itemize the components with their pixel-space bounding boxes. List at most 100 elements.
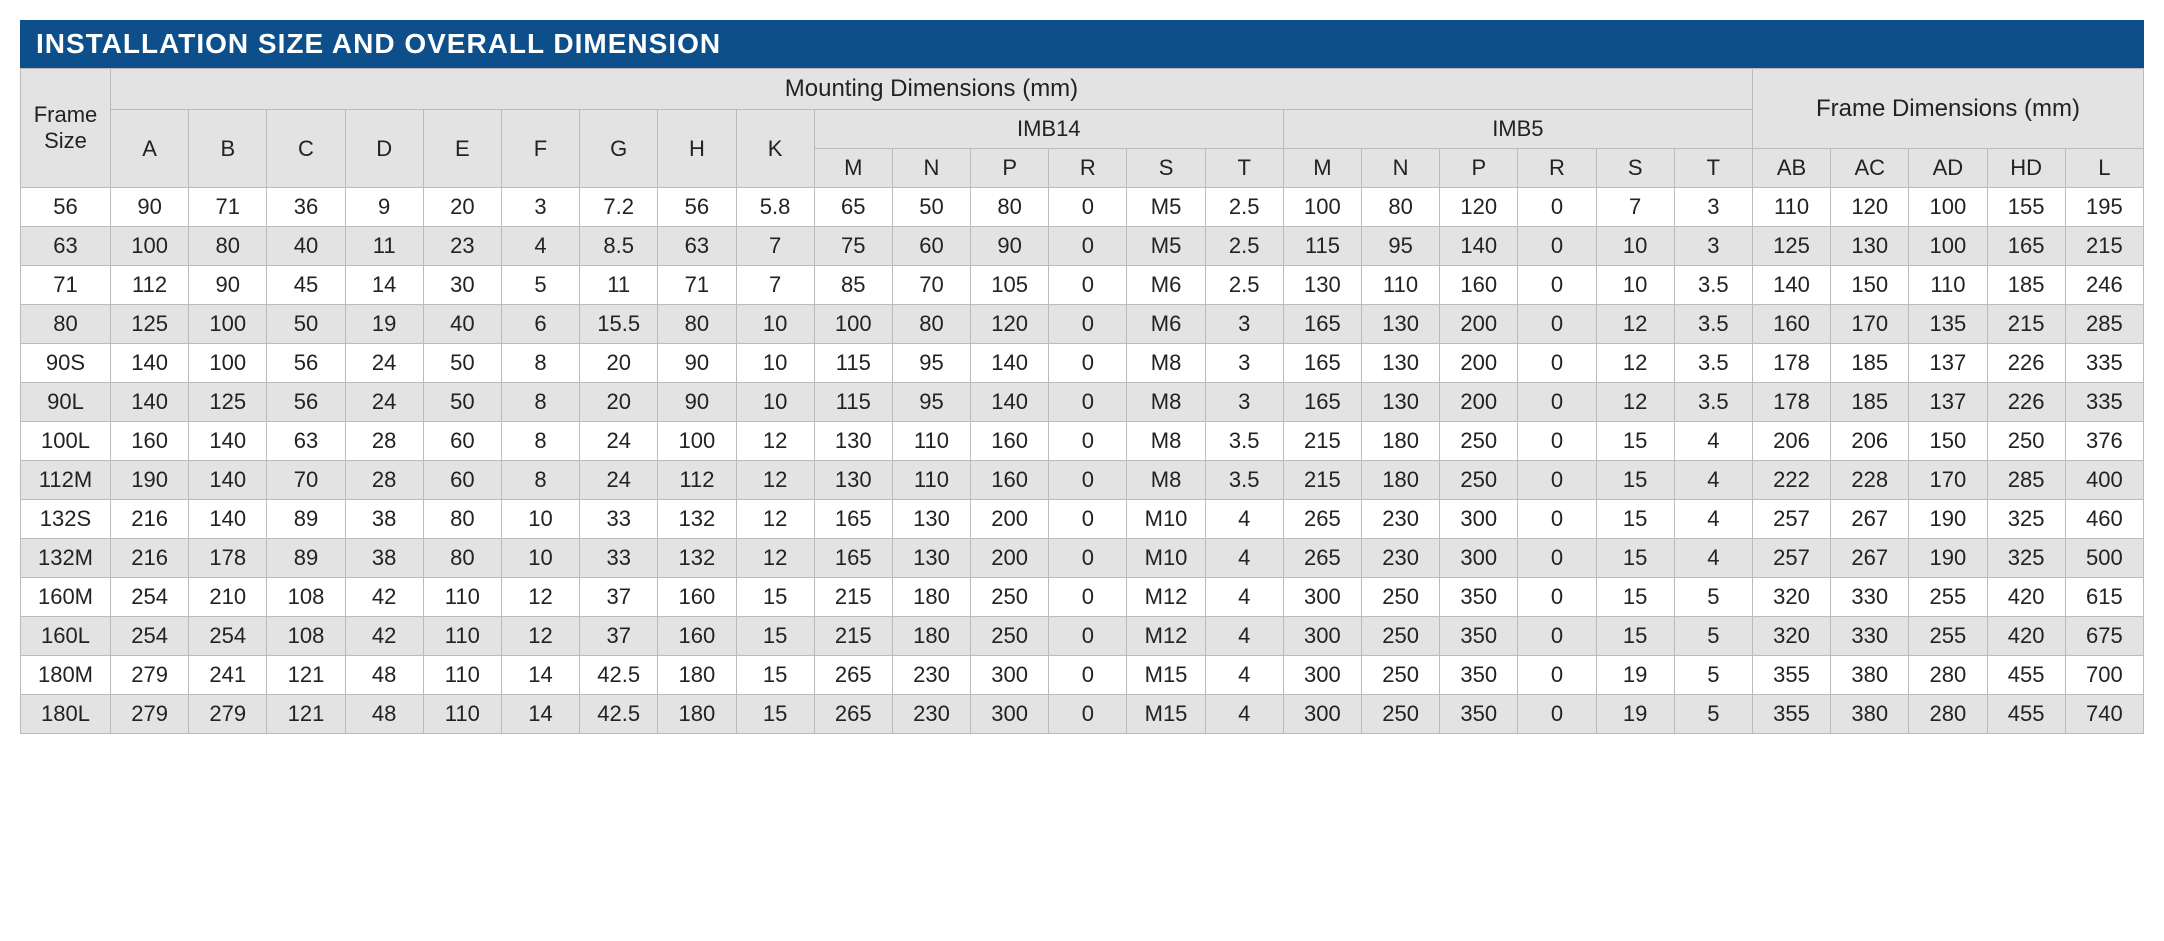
data-cell: 376	[2065, 422, 2143, 461]
table-row: 5690713692037.2565.86550800M52.510080120…	[21, 188, 2144, 227]
data-cell: 335	[2065, 344, 2143, 383]
dimension-table: Frame Size Mounting Dimensions (mm) Fram…	[20, 68, 2144, 734]
data-cell: 460	[2065, 500, 2143, 539]
data-cell: 2.5	[1205, 227, 1283, 266]
data-cell: 285	[2065, 305, 2143, 344]
data-cell: 185	[1987, 266, 2065, 305]
data-cell: 178	[1752, 383, 1830, 422]
data-cell: 241	[189, 656, 267, 695]
data-cell: 257	[1752, 500, 1830, 539]
data-cell: 250	[971, 578, 1049, 617]
data-cell: 108	[267, 578, 345, 617]
data-cell: 8	[501, 422, 579, 461]
data-cell: 112	[111, 266, 189, 305]
data-cell: 254	[111, 578, 189, 617]
data-cell: 180	[1362, 422, 1440, 461]
data-cell: 15.5	[580, 305, 658, 344]
data-cell: 165	[1283, 383, 1361, 422]
data-cell: 255	[1909, 578, 1987, 617]
data-cell: 137	[1909, 344, 1987, 383]
data-cell: 15	[1596, 500, 1674, 539]
data-cell: 2.5	[1205, 266, 1283, 305]
data-cell: M5	[1127, 188, 1205, 227]
data-cell: 110	[892, 422, 970, 461]
data-cell: 12	[501, 578, 579, 617]
data-cell: 0	[1049, 656, 1127, 695]
data-cell: 180	[892, 578, 970, 617]
data-cell: 130	[1831, 227, 1909, 266]
data-cell: 180	[892, 617, 970, 656]
data-cell: 8	[501, 344, 579, 383]
data-cell: 56	[658, 188, 736, 227]
data-cell: 3.5	[1674, 305, 1752, 344]
data-cell: 4	[1205, 578, 1283, 617]
data-cell: 50	[423, 383, 501, 422]
data-cell: 279	[111, 656, 189, 695]
data-cell: 140	[189, 500, 267, 539]
data-cell: 33	[580, 500, 658, 539]
data-cell: 75	[814, 227, 892, 266]
data-cell: 120	[971, 305, 1049, 344]
data-cell: 160	[1440, 266, 1518, 305]
data-cell: 140	[1752, 266, 1830, 305]
data-cell: 0	[1518, 461, 1596, 500]
data-cell: 89	[267, 539, 345, 578]
frame-size-cell: 160L	[21, 617, 111, 656]
data-cell: 100	[1283, 188, 1361, 227]
data-cell: 330	[1831, 578, 1909, 617]
dimension-table-wrapper: INSTALLATION SIZE AND OVERALL DIMENSION …	[20, 20, 2144, 734]
data-cell: 0	[1049, 695, 1127, 734]
data-cell: 216	[111, 500, 189, 539]
data-cell: 150	[1909, 422, 1987, 461]
data-cell: 10	[736, 344, 814, 383]
data-cell: 0	[1049, 188, 1127, 227]
header-mounting: Mounting Dimensions (mm)	[111, 69, 1753, 110]
data-cell: 230	[892, 695, 970, 734]
data-cell: 246	[2065, 266, 2143, 305]
data-cell: 8	[501, 461, 579, 500]
col-imb14-R: R	[1049, 149, 1127, 188]
data-cell: 228	[1831, 461, 1909, 500]
col-G: G	[580, 110, 658, 188]
data-cell: 2.5	[1205, 188, 1283, 227]
data-cell: 8	[501, 383, 579, 422]
data-cell: 100	[111, 227, 189, 266]
col-HD: HD	[1987, 149, 2065, 188]
data-cell: 0	[1518, 383, 1596, 422]
data-cell: 250	[971, 617, 1049, 656]
col-imb5-R: R	[1518, 149, 1596, 188]
data-cell: 285	[1987, 461, 2065, 500]
data-cell: 0	[1049, 305, 1127, 344]
data-cell: 130	[814, 422, 892, 461]
data-cell: 130	[892, 539, 970, 578]
col-imb14-P: P	[971, 149, 1049, 188]
data-cell: 115	[814, 344, 892, 383]
data-cell: 206	[1752, 422, 1830, 461]
data-cell: 165	[1283, 305, 1361, 344]
table-row: 631008040112348.56377560900M52.511595140…	[21, 227, 2144, 266]
data-cell: 178	[1752, 344, 1830, 383]
data-cell: 112	[658, 461, 736, 500]
data-cell: 160	[111, 422, 189, 461]
data-cell: 226	[1987, 344, 2065, 383]
data-cell: 165	[814, 500, 892, 539]
data-cell: 65	[814, 188, 892, 227]
data-cell: 250	[1362, 656, 1440, 695]
col-H: H	[658, 110, 736, 188]
data-cell: 265	[814, 656, 892, 695]
data-cell: 267	[1831, 500, 1909, 539]
data-cell: 4	[1674, 539, 1752, 578]
data-cell: 222	[1752, 461, 1830, 500]
data-cell: 110	[423, 695, 501, 734]
data-cell: 100	[1909, 227, 1987, 266]
data-cell: 4	[501, 227, 579, 266]
data-cell: 0	[1049, 578, 1127, 617]
data-cell: 100	[658, 422, 736, 461]
data-cell: 165	[1987, 227, 2065, 266]
data-cell: 24	[580, 461, 658, 500]
frame-size-cell: 132S	[21, 500, 111, 539]
data-cell: 3.5	[1674, 344, 1752, 383]
data-cell: 615	[2065, 578, 2143, 617]
data-cell: 10	[736, 305, 814, 344]
col-L: L	[2065, 149, 2143, 188]
